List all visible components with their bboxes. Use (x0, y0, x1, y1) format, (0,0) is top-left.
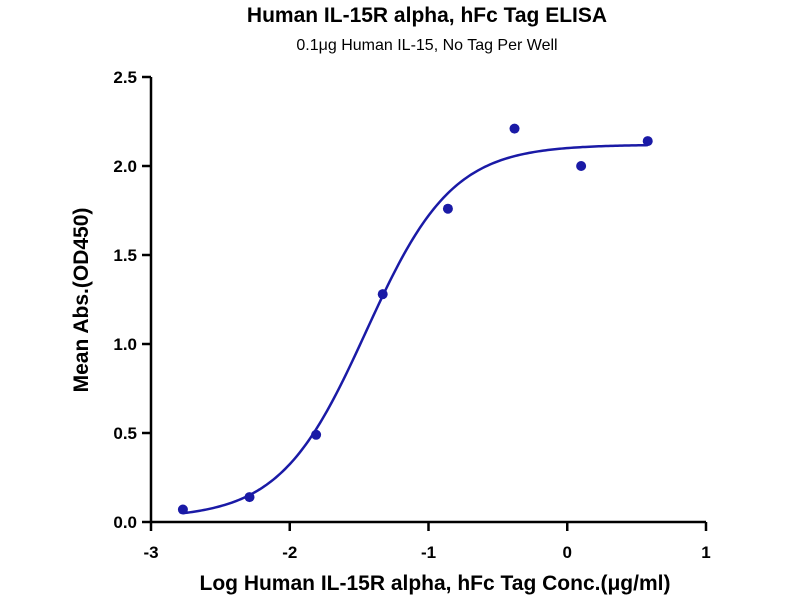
chart-title: Human IL-15R alpha, hFc Tag ELISA (247, 4, 607, 27)
x-axis-label: Log Human IL-15R alpha, hFc Tag Conc.(μg… (200, 572, 671, 595)
data-point (377, 289, 388, 300)
y-ticks: 0.0 0.5 1.0 1.5 2.0 2.5 (113, 68, 151, 532)
axes (149, 77, 706, 524)
data-points (177, 123, 653, 515)
data-point (177, 504, 188, 515)
x-ticks: -3 -2 -1 0 1 (143, 522, 711, 562)
x-tick-label: 1 (701, 543, 710, 562)
data-point (442, 203, 453, 214)
y-tick-label: 1.0 (113, 335, 137, 354)
y-tick-label: 0.5 (113, 424, 137, 443)
y-tick-label: 0.0 (113, 513, 137, 532)
fit-curve (182, 143, 648, 515)
data-point (311, 429, 322, 440)
data-point (642, 136, 653, 147)
data-point (576, 161, 587, 171)
y-tick-label: 2.0 (113, 157, 137, 176)
y-axis-label: Mean Abs.(OD450) (70, 208, 93, 393)
x-tick-label: -2 (282, 543, 297, 562)
y-tick-label: 1.5 (113, 246, 137, 265)
chart-subtitle: 0.1μg Human IL-15, No Tag Per Well (296, 37, 557, 54)
x-tick-label: -3 (143, 543, 158, 562)
data-point (509, 123, 520, 134)
x-tick-label: -1 (421, 543, 436, 562)
y-tick-label: 2.5 (113, 68, 137, 87)
x-tick-label: 0 (563, 543, 572, 562)
data-point (244, 492, 255, 503)
